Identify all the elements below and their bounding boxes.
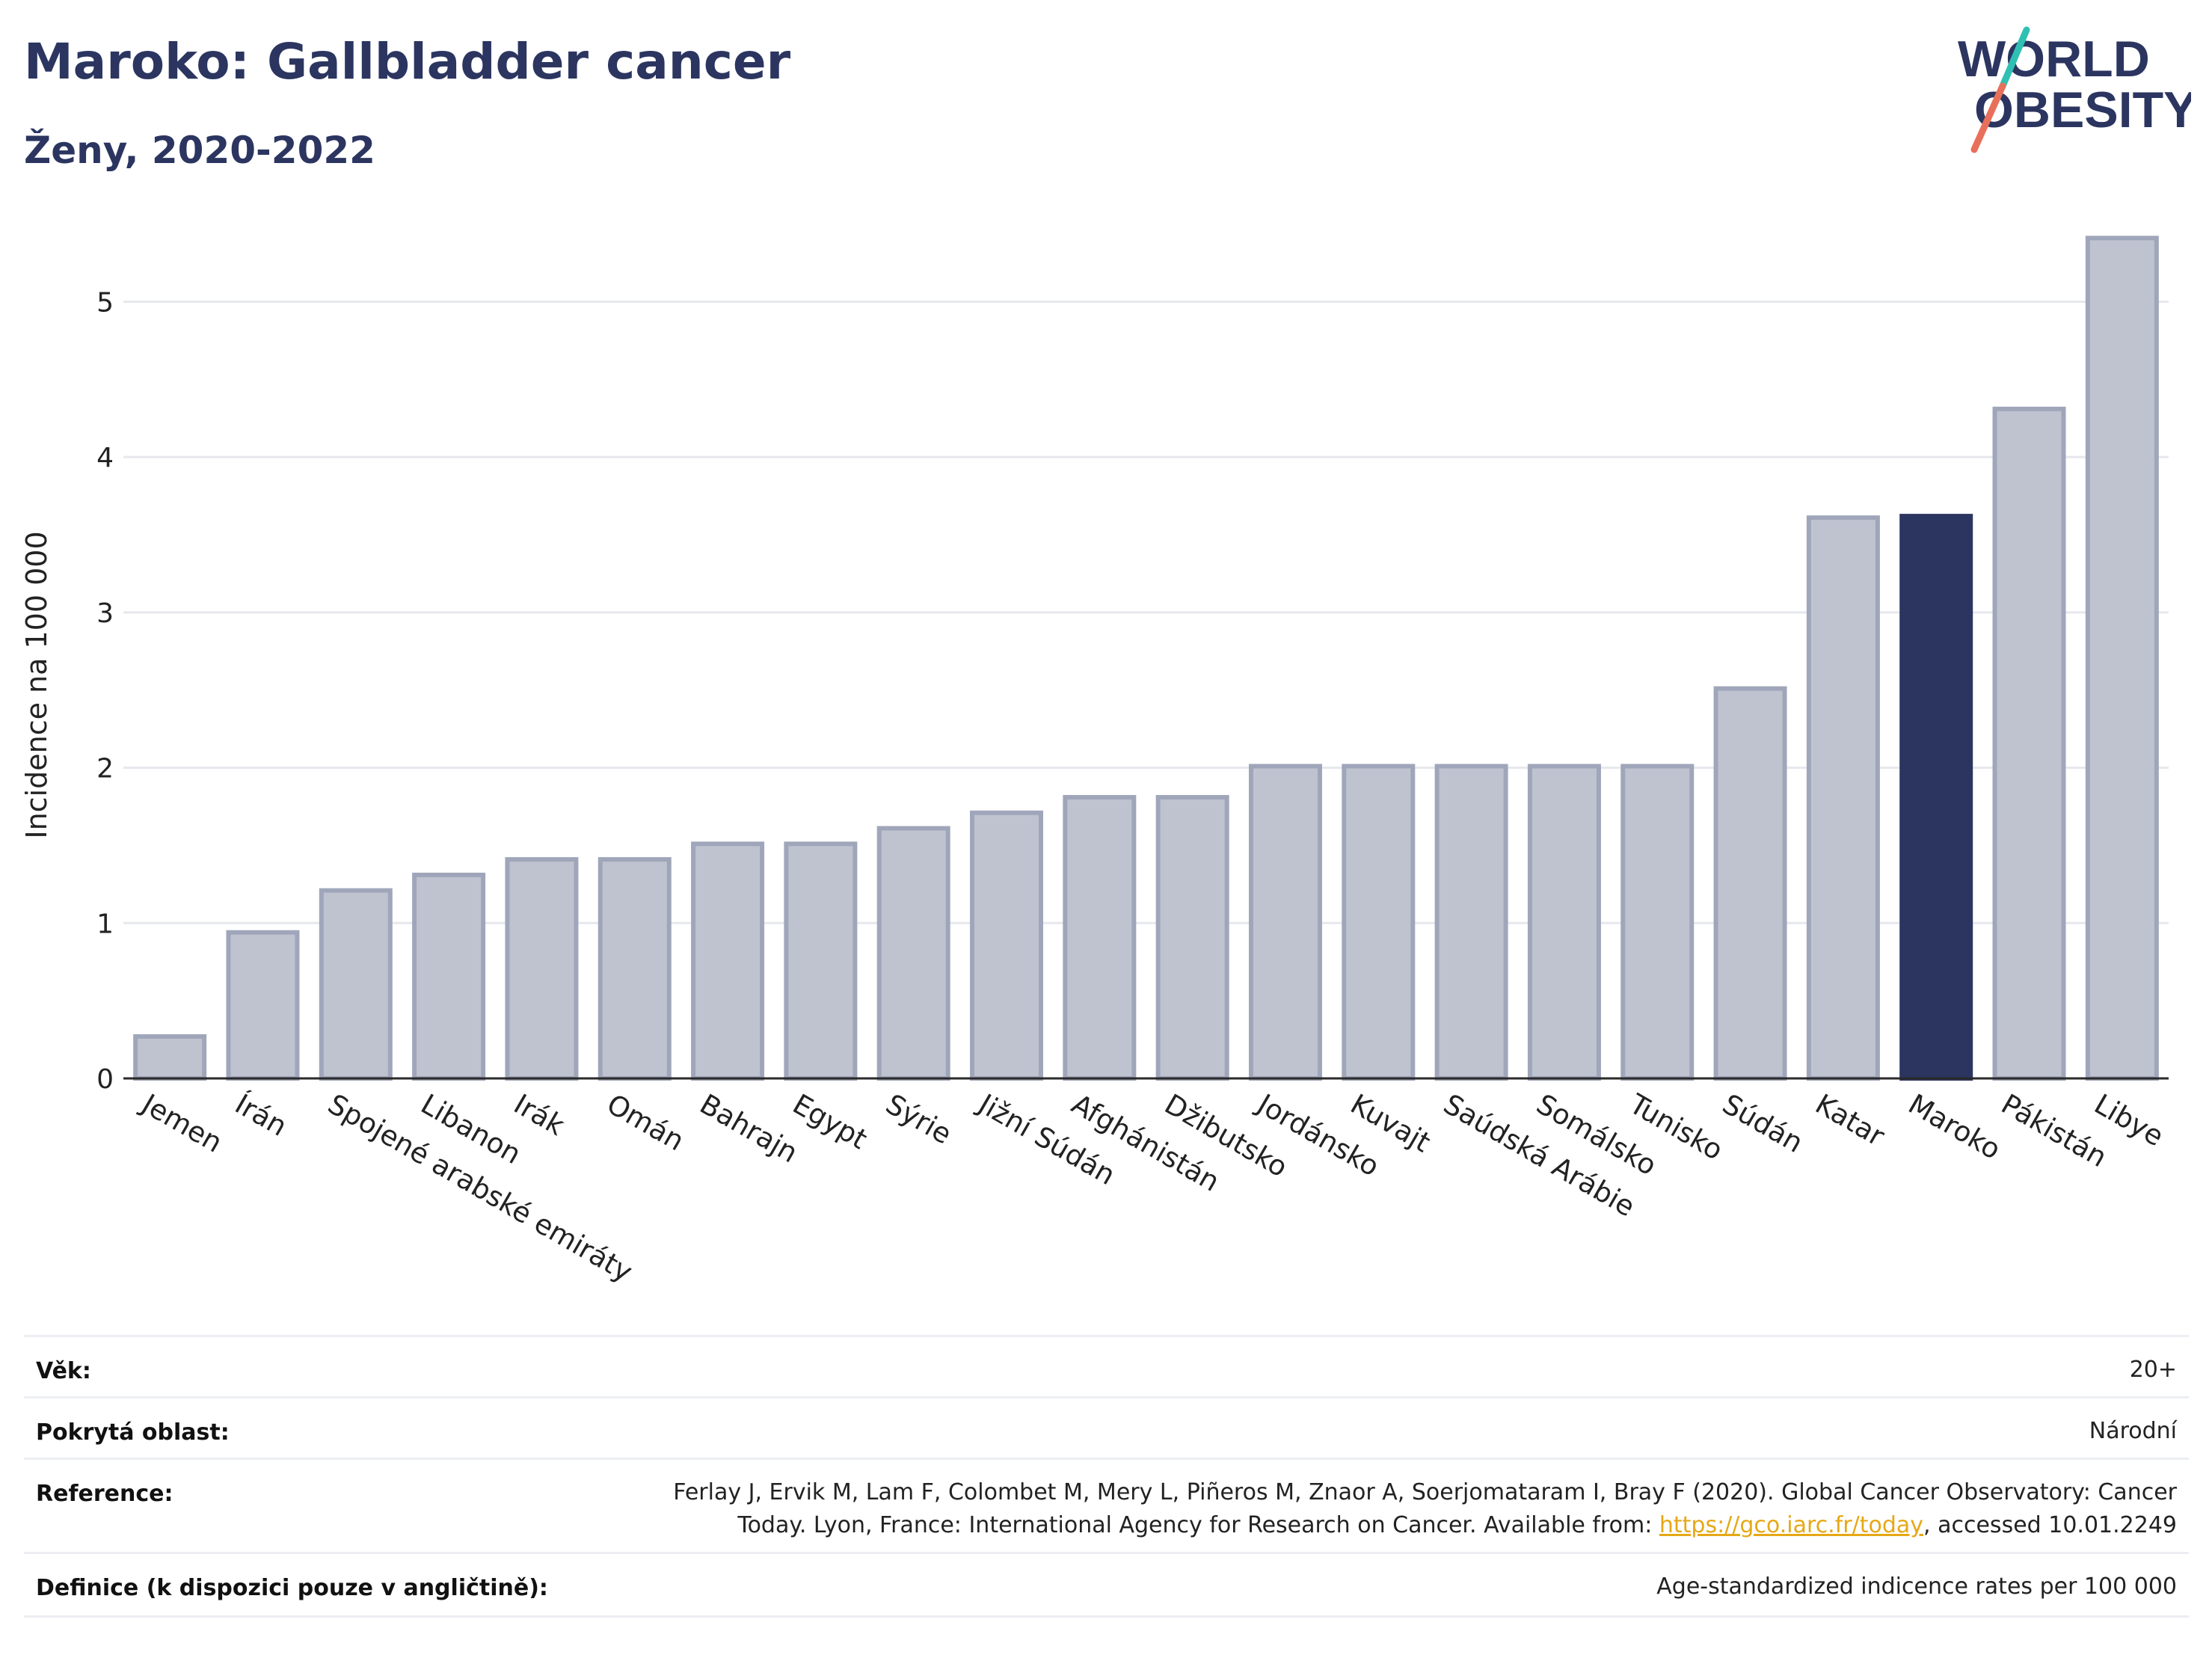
meta-row-definition: Definice (k dispozici pouze v angličtině…	[24, 1552, 2189, 1618]
meta-age-value: 20+	[2129, 1357, 2177, 1383]
meta-row-reference: Reference: Ferlay J, Ervik M, Lam F, Col…	[24, 1458, 2189, 1554]
x-tick-label: Sýrie	[880, 1088, 957, 1151]
y-axis-ticks: 0 1 2 3 4 5	[96, 287, 114, 1095]
x-tick-label: Irák	[509, 1088, 571, 1143]
chart-title: Maroko: Gallbladder cancer	[24, 33, 791, 90]
bar-Irák[interactable]	[505, 857, 579, 1081]
bar-Kuvajt[interactable]	[1342, 764, 1416, 1081]
bar-Egypt[interactable]	[784, 841, 858, 1081]
bar-Pákistán[interactable]	[1992, 406, 2066, 1081]
meta-definition-value: Age-standardized indicence rates per 100…	[1656, 1573, 2177, 1600]
bar-Katar[interactable]	[1806, 515, 1880, 1081]
bar-Saúdská Arábie[interactable]	[1434, 764, 1508, 1081]
bar-Libanon[interactable]	[412, 872, 486, 1081]
reference-line-1: Ferlay J, Ervik M, Lam F, Colombet M, Me…	[673, 1479, 2177, 1505]
bar-chart: 0 1 2 3 4 5 Jemen Írán Spojené arabské emirátyL…	[20, 236, 2169, 1289]
meta-reference-label: Reference:	[36, 1481, 173, 1507]
logo-line2: OBESITY	[1974, 82, 2191, 138]
bar-Libye[interactable]	[2085, 236, 2159, 1081]
bar-Írán[interactable]	[226, 930, 300, 1081]
x-tick-label: Katar	[1810, 1088, 1890, 1153]
x-axis-labels: Jemen Írán Spojené arabské emirátyLibanonI…	[135, 1087, 2169, 1289]
world-obesity-logo: WORLD OBESITY	[1958, 26, 2191, 153]
x-tick-label: Jemen	[135, 1087, 228, 1159]
bar-Omán[interactable]	[597, 857, 672, 1081]
x-tick-label: Omán	[601, 1088, 689, 1158]
bar-Jordánsko[interactable]	[1248, 764, 1322, 1081]
y-tick-label: 4	[96, 443, 114, 473]
y-tick-label: 0	[96, 1064, 114, 1095]
meta-row-area: Pokrytá oblast: Národní	[24, 1396, 2189, 1460]
logo-line1: WORLD	[1958, 31, 2150, 87]
bar-Tunisko[interactable]	[1620, 764, 1695, 1081]
y-tick-label: 2	[96, 754, 114, 784]
bar-Afghánistán[interactable]	[1063, 795, 1137, 1081]
reference-line-2: Today. Lyon, France: International Agenc…	[382, 1509, 2177, 1542]
reference-accessed: , accessed 10.01.2249	[1923, 1512, 2177, 1538]
x-tick-label: Maroko	[1903, 1088, 2006, 1166]
bars	[133, 236, 2159, 1081]
logo-slash-teal-icon	[1999, 26, 2030, 90]
bar-Somálsko[interactable]	[1527, 764, 1601, 1081]
reference-link[interactable]: https://gco.iarc.fr/today	[1659, 1512, 1924, 1538]
y-tick-label: 3	[96, 598, 114, 629]
meta-age-label: Věk:	[36, 1358, 91, 1384]
bar-Súdán[interactable]	[1713, 686, 1787, 1081]
x-tick-label: Pákistán	[1996, 1088, 2113, 1174]
bar-Bahrajn[interactable]	[691, 841, 765, 1081]
y-tick-label: 5	[96, 287, 114, 318]
bar-Jemen[interactable]	[133, 1034, 207, 1081]
metadata-table: Věk: 20+ Pokrytá oblast: Národní Referen…	[24, 1335, 2189, 1619]
bar-Sýrie[interactable]	[876, 826, 950, 1081]
meta-reference-value: Ferlay J, Ervik M, Lam F, Colombet M, Me…	[382, 1476, 2177, 1542]
y-tick-label: 1	[96, 909, 114, 939]
meta-area-label: Pokrytá oblast:	[36, 1419, 230, 1446]
x-tick-label: Írán	[230, 1087, 293, 1143]
reference-text: Today. Lyon, France: International Agenc…	[737, 1512, 1659, 1538]
logo-slash-coral-icon	[1970, 82, 2006, 153]
bar-Spojené arabské emiráty[interactable]	[319, 888, 393, 1081]
x-tick-label: Súdán	[1717, 1088, 1808, 1160]
chart-subtitle: Ženy, 2020-2022	[24, 129, 375, 172]
meta-row-age: Věk: 20+	[24, 1335, 2189, 1398]
bar-Jižní Súdán[interactable]	[970, 810, 1044, 1081]
meta-definition-label: Definice (k dispozici pouze v angličtině…	[36, 1575, 548, 1601]
x-tick-label: Bahrajn	[695, 1088, 803, 1170]
bar-Džibutsko[interactable]	[1155, 795, 1229, 1081]
y-axis-title: Incidence na 100 000	[20, 531, 53, 838]
meta-area-value: Národní	[2089, 1418, 2177, 1444]
bar-Maroko[interactable]	[1899, 514, 1973, 1081]
